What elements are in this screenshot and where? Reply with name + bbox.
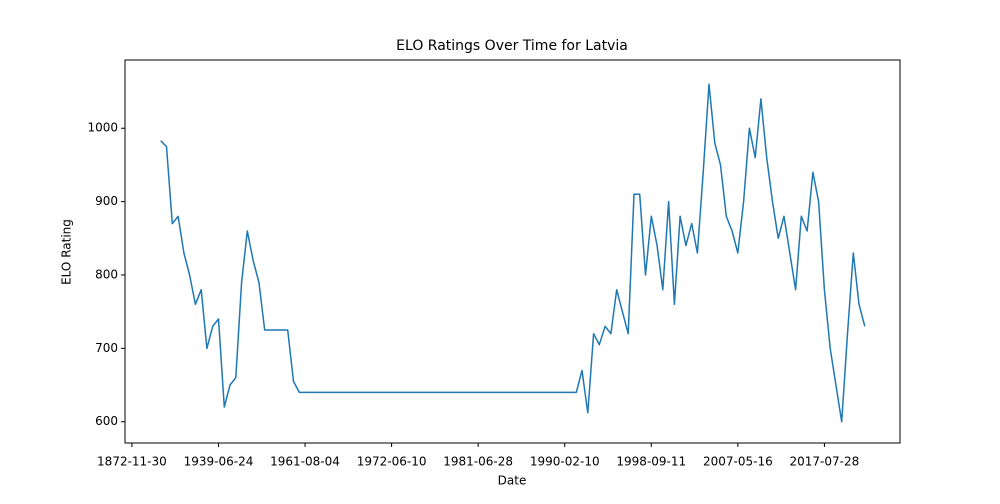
x-tick-label: 1872-11-30 — [97, 455, 167, 469]
y-tick-label: 600 — [95, 414, 118, 428]
x-tick-label: 1981-06-28 — [443, 455, 513, 469]
y-tick-label: 1000 — [87, 121, 118, 135]
x-axis-label: Date — [498, 474, 527, 488]
x-tick-label: 2017-07-28 — [790, 455, 860, 469]
y-axis-label: ELO Rating — [60, 219, 74, 285]
x-tick-label: 1961-08-04 — [270, 455, 340, 469]
data-line — [160, 83, 866, 423]
y-tick-label: 800 — [95, 267, 118, 281]
chart-title: ELO Ratings Over Time for Latvia — [396, 38, 628, 54]
plot-frame — [124, 59, 901, 444]
x-tick-label: 1939-06-24 — [184, 455, 254, 469]
x-tick-label: 1990-02-10 — [530, 455, 600, 469]
y-tick-label: 700 — [95, 341, 118, 355]
y-tick-label: 900 — [95, 194, 118, 208]
x-tick-label: 1998-09-11 — [616, 455, 686, 469]
x-tick-label: 2007-05-16 — [703, 455, 773, 469]
x-tick-label: 1972-06-10 — [357, 455, 427, 469]
